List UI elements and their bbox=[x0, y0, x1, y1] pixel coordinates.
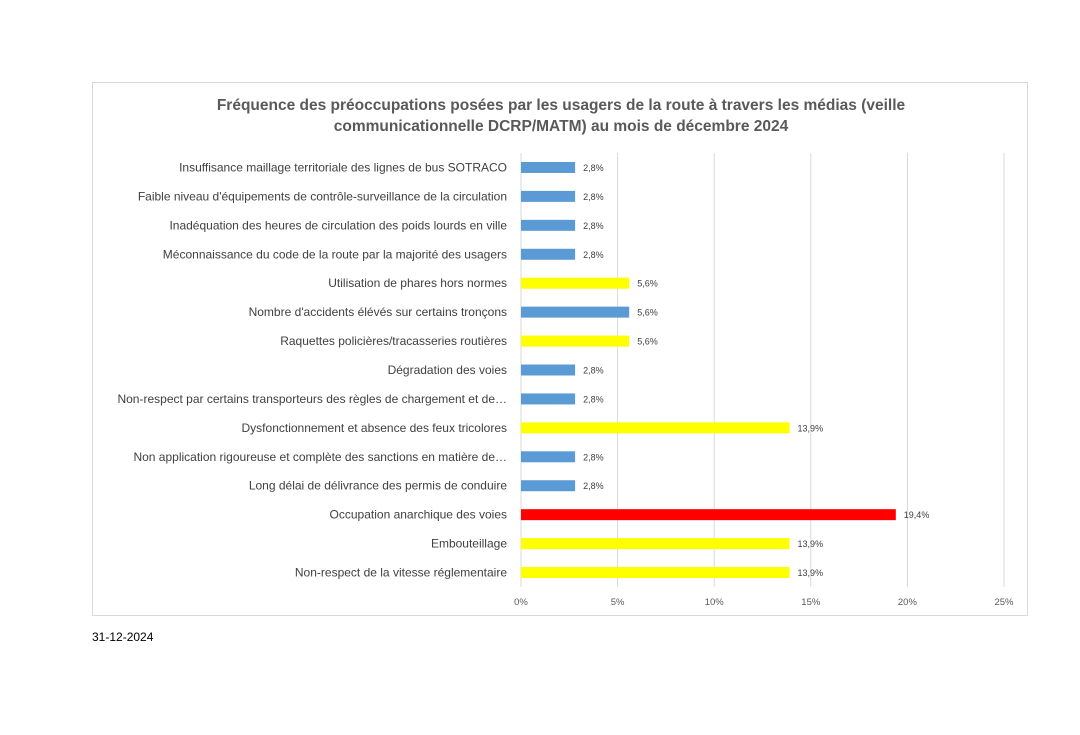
chart-title-line: communicationnelle DCRP/MATM) au mois de… bbox=[334, 118, 789, 135]
data-label: 2,8% bbox=[583, 192, 604, 202]
bar bbox=[521, 451, 576, 463]
category-label: Méconnaissance du code de la route par l… bbox=[163, 247, 507, 261]
category-label: Non-respect de la vitesse réglementaire bbox=[295, 566, 507, 580]
bar bbox=[521, 219, 576, 231]
bar bbox=[521, 277, 630, 289]
category-label: Insuffisance maillage territoriale des l… bbox=[179, 160, 507, 174]
data-label: 13,9% bbox=[798, 539, 824, 549]
bar bbox=[521, 393, 576, 405]
data-label: 2,8% bbox=[583, 452, 604, 462]
data-label: 5,6% bbox=[637, 308, 658, 318]
data-label: 13,9% bbox=[798, 568, 824, 578]
bar bbox=[521, 161, 576, 173]
data-label: 5,6% bbox=[637, 279, 658, 289]
x-tick-label: 0% bbox=[514, 597, 528, 608]
data-label: 2,8% bbox=[583, 250, 604, 260]
data-label: 2,8% bbox=[583, 394, 604, 404]
category-label: Utilisation de phares hors normes bbox=[328, 276, 507, 290]
x-tick-label: 5% bbox=[611, 597, 625, 608]
bar bbox=[521, 422, 790, 434]
bar bbox=[521, 335, 630, 347]
footer-date: 31-12-2024 bbox=[92, 630, 154, 644]
category-label: Dysfonctionnement et absence des feux tr… bbox=[242, 421, 507, 435]
bar bbox=[521, 306, 630, 318]
category-label: Inadéquation des heures de circulation d… bbox=[169, 218, 507, 232]
category-label: Nombre d'accidents élévés sur certains t… bbox=[249, 305, 507, 319]
category-label: Faible niveau d'équipements de contrôle-… bbox=[138, 189, 507, 203]
chart-frame: Fréquence des préoccupations posées par … bbox=[92, 82, 1028, 616]
bar-chart: Fréquence des préoccupations posées par … bbox=[117, 97, 1014, 608]
category-label: Occupation anarchique des voies bbox=[330, 508, 507, 522]
bar bbox=[521, 567, 790, 579]
data-label: 19,4% bbox=[904, 510, 930, 520]
category-label: Non application rigoureuse et complète d… bbox=[133, 450, 507, 464]
x-tick-label: 15% bbox=[801, 597, 821, 608]
x-tick-label: 25% bbox=[994, 597, 1014, 608]
data-label: 2,8% bbox=[583, 366, 604, 376]
category-label: Dégradation des voies bbox=[388, 363, 507, 377]
category-label: Embouteillage bbox=[431, 537, 507, 551]
category-label: Non-respect par certains transporteurs d… bbox=[117, 392, 507, 406]
x-tick-label: 10% bbox=[705, 597, 725, 608]
data-label: 5,6% bbox=[637, 337, 658, 347]
bar bbox=[521, 248, 576, 260]
category-label: Raquettes policières/tracasseries routiè… bbox=[280, 334, 507, 348]
data-label: 2,8% bbox=[583, 481, 604, 491]
data-label: 13,9% bbox=[798, 423, 824, 433]
x-tick-label: 20% bbox=[898, 597, 918, 608]
bar bbox=[521, 190, 576, 202]
bar bbox=[521, 364, 576, 376]
bar bbox=[521, 480, 576, 492]
bar bbox=[521, 509, 896, 521]
data-label: 2,8% bbox=[583, 221, 604, 231]
data-label: 2,8% bbox=[583, 163, 604, 173]
chart-title-line: Fréquence des préoccupations posées par … bbox=[217, 97, 906, 114]
category-label: Long délai de délivrance des permis de c… bbox=[249, 479, 507, 493]
bar bbox=[521, 538, 790, 550]
